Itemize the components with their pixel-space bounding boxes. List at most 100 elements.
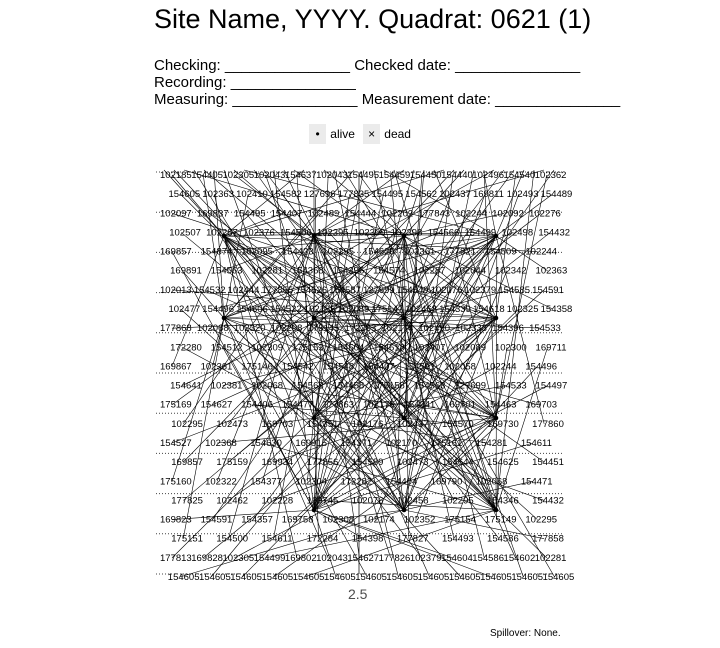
tag-label: 154404	[386, 476, 418, 487]
leader-line	[313, 235, 399, 578]
tag-label: 154566	[428, 227, 460, 238]
checking-label: Checking: _______________	[154, 57, 351, 74]
tag-label: 102276	[529, 208, 561, 219]
tag-label: 154496	[202, 304, 234, 315]
tag-label: 102473	[216, 419, 248, 430]
tag-label: 175169	[160, 400, 192, 411]
tag-label: 154591	[532, 285, 564, 296]
leader-line	[181, 232, 405, 419]
leader-line	[223, 317, 386, 386]
leader-line	[282, 235, 497, 329]
recording-label: Recording: _______________	[154, 74, 356, 91]
checked-date-label: Checked date: _______________	[354, 57, 581, 74]
tag-label: 102244	[525, 247, 557, 258]
tag-label: 102498	[501, 227, 533, 238]
tag-label: 102068	[251, 381, 283, 392]
tag-label: 102295	[442, 495, 474, 506]
leader-line	[403, 194, 418, 237]
leader-line	[223, 169, 495, 319]
tag-label: 102092	[492, 208, 524, 219]
tag-label: 102043	[316, 170, 348, 181]
tag-label: 154495	[234, 208, 266, 219]
tag-label: 154493	[442, 534, 474, 545]
leader-line	[265, 509, 497, 559]
leader-line	[313, 169, 405, 237]
leader-line	[203, 317, 497, 559]
leader-line	[273, 417, 315, 425]
leader-line	[212, 317, 225, 367]
leader-line	[318, 461, 405, 511]
tag-label: 154407	[363, 361, 395, 372]
leader-line	[374, 235, 497, 520]
tag-label: 154605	[230, 572, 262, 583]
tag-label: 177855	[262, 285, 294, 296]
chart-legend: • alive × dead	[309, 122, 419, 146]
tag-label: 154641	[170, 381, 202, 392]
leader-line	[193, 169, 405, 511]
tag-label: 177843	[418, 208, 450, 219]
tag-label: 102333	[455, 323, 487, 334]
tag-label: 177826	[379, 553, 411, 564]
tag-label: 102089	[338, 304, 370, 315]
leader-line	[223, 235, 497, 405]
leader-line	[403, 417, 547, 559]
tag-label: 169703	[262, 419, 294, 430]
alive-point	[401, 415, 407, 421]
tag-label: 154497	[536, 381, 568, 392]
tag-label: 102043	[254, 170, 286, 181]
tag-label: 154563	[292, 381, 324, 392]
tag-label: 154459	[379, 170, 411, 181]
leader-line	[223, 169, 355, 319]
leader-line	[318, 500, 497, 511]
checking-line: Checking: _______________ Checked date: …	[154, 57, 580, 74]
leader-line	[223, 235, 545, 463]
tag-label: 169802	[285, 553, 317, 564]
tag-label: 154281	[476, 438, 508, 449]
leader-line	[183, 235, 315, 425]
leader-line	[179, 509, 405, 578]
leader-line	[261, 317, 315, 482]
tag-label: 154533	[529, 323, 561, 334]
tag-label: 169857	[171, 457, 203, 468]
tag-label: 102244	[455, 208, 487, 219]
leader-line	[263, 385, 497, 419]
tag-label: 102295	[171, 419, 203, 430]
leader-line	[212, 317, 405, 405]
tag-label: 102095	[241, 247, 273, 258]
tag-label: 154339	[439, 304, 471, 315]
tag-label: 102410	[236, 189, 268, 200]
leader-line	[273, 169, 315, 511]
tag-label: 154512	[211, 342, 243, 353]
leader-line	[356, 327, 497, 419]
tag-label: 102305	[222, 170, 254, 181]
tag-label: 102176	[363, 400, 395, 411]
tag-label: 154625	[363, 247, 395, 258]
leader-line	[171, 317, 405, 329]
leader-line	[403, 480, 533, 511]
tag-label: 102298	[271, 323, 303, 334]
tag-label: 177856	[307, 457, 339, 468]
tag-label: 102044	[454, 266, 486, 277]
leader-line	[403, 194, 452, 319]
tag-label: 154526	[295, 285, 327, 296]
tag-label: 175159	[216, 457, 248, 468]
leader-line	[313, 235, 418, 310]
tag-label: 172283	[345, 323, 377, 334]
leader-line	[319, 317, 497, 329]
tag-label: 175158	[373, 381, 405, 392]
tag-label: 154496	[525, 361, 557, 372]
tag-label: 102362	[535, 170, 567, 181]
leader-line	[228, 235, 315, 539]
leader-line	[403, 270, 467, 419]
leader-line	[171, 174, 225, 237]
leader-line	[273, 417, 497, 501]
leader-line	[228, 317, 405, 463]
tag-label: 127696	[304, 189, 336, 200]
tag-label: 102395	[317, 227, 349, 238]
tag-label: 102468	[405, 304, 437, 315]
tag-label: 102379	[410, 553, 442, 564]
tag-label: 169703	[525, 400, 557, 411]
spillover-note: Spillover: None.	[490, 628, 561, 639]
leader-line	[403, 366, 497, 419]
tag-label: 154586	[487, 534, 519, 545]
